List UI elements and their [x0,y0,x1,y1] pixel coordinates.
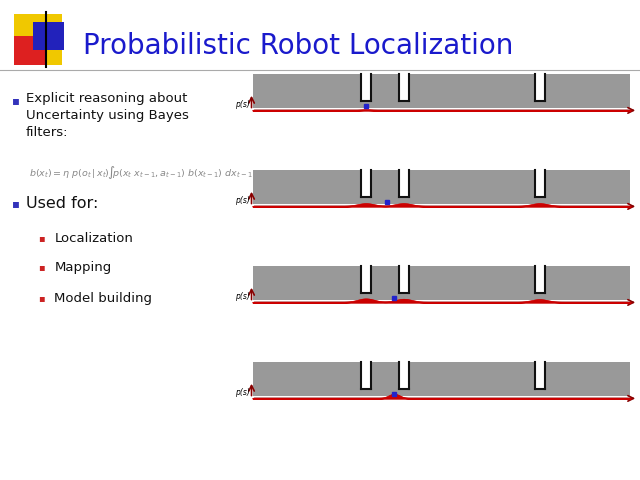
Text: p(s): p(s) [236,292,250,301]
Bar [399,74,409,101]
Text: ▪: ▪ [38,233,45,243]
Bar [33,22,64,50]
Bar [253,170,630,204]
Bar [535,362,545,389]
Text: p(s): p(s) [236,100,250,109]
Text: Model building: Model building [54,292,152,305]
Text: Explicit reasoning about
Uncertainty using Bayes
filters:: Explicit reasoning about Uncertainty usi… [26,92,188,139]
Bar [361,362,371,389]
Text: $b(x_t) = \eta\ p(o_t\,|\,x_t)\!\int\! p(x_t\ x_{t-1},a_{t-1})\ b(x_{t-1})\ dx_{: $b(x_t) = \eta\ p(o_t\,|\,x_t)\!\int\! p… [29,164,253,181]
Bar [361,170,371,197]
Bar [399,362,409,389]
Text: Probabilistic Robot Localization: Probabilistic Robot Localization [83,32,513,60]
Bar [14,14,62,65]
Bar [399,170,409,197]
Bar [361,266,371,293]
Text: Mapping: Mapping [54,261,111,274]
Bar [535,74,545,101]
Text: p(s): p(s) [236,196,250,205]
Bar [535,266,545,293]
Text: ▪: ▪ [12,197,19,210]
Bar [399,266,409,293]
Bar [253,74,630,108]
Text: ▪: ▪ [12,94,19,107]
Bar [361,74,371,101]
Text: Used for:: Used for: [26,196,98,211]
Text: p(s): p(s) [236,388,250,397]
Text: Localization: Localization [54,232,133,245]
Bar [14,36,45,65]
Text: ▪: ▪ [38,293,45,303]
Bar [253,362,630,396]
Bar [535,170,545,197]
Bar [253,266,630,300]
Text: ▪: ▪ [38,262,45,272]
